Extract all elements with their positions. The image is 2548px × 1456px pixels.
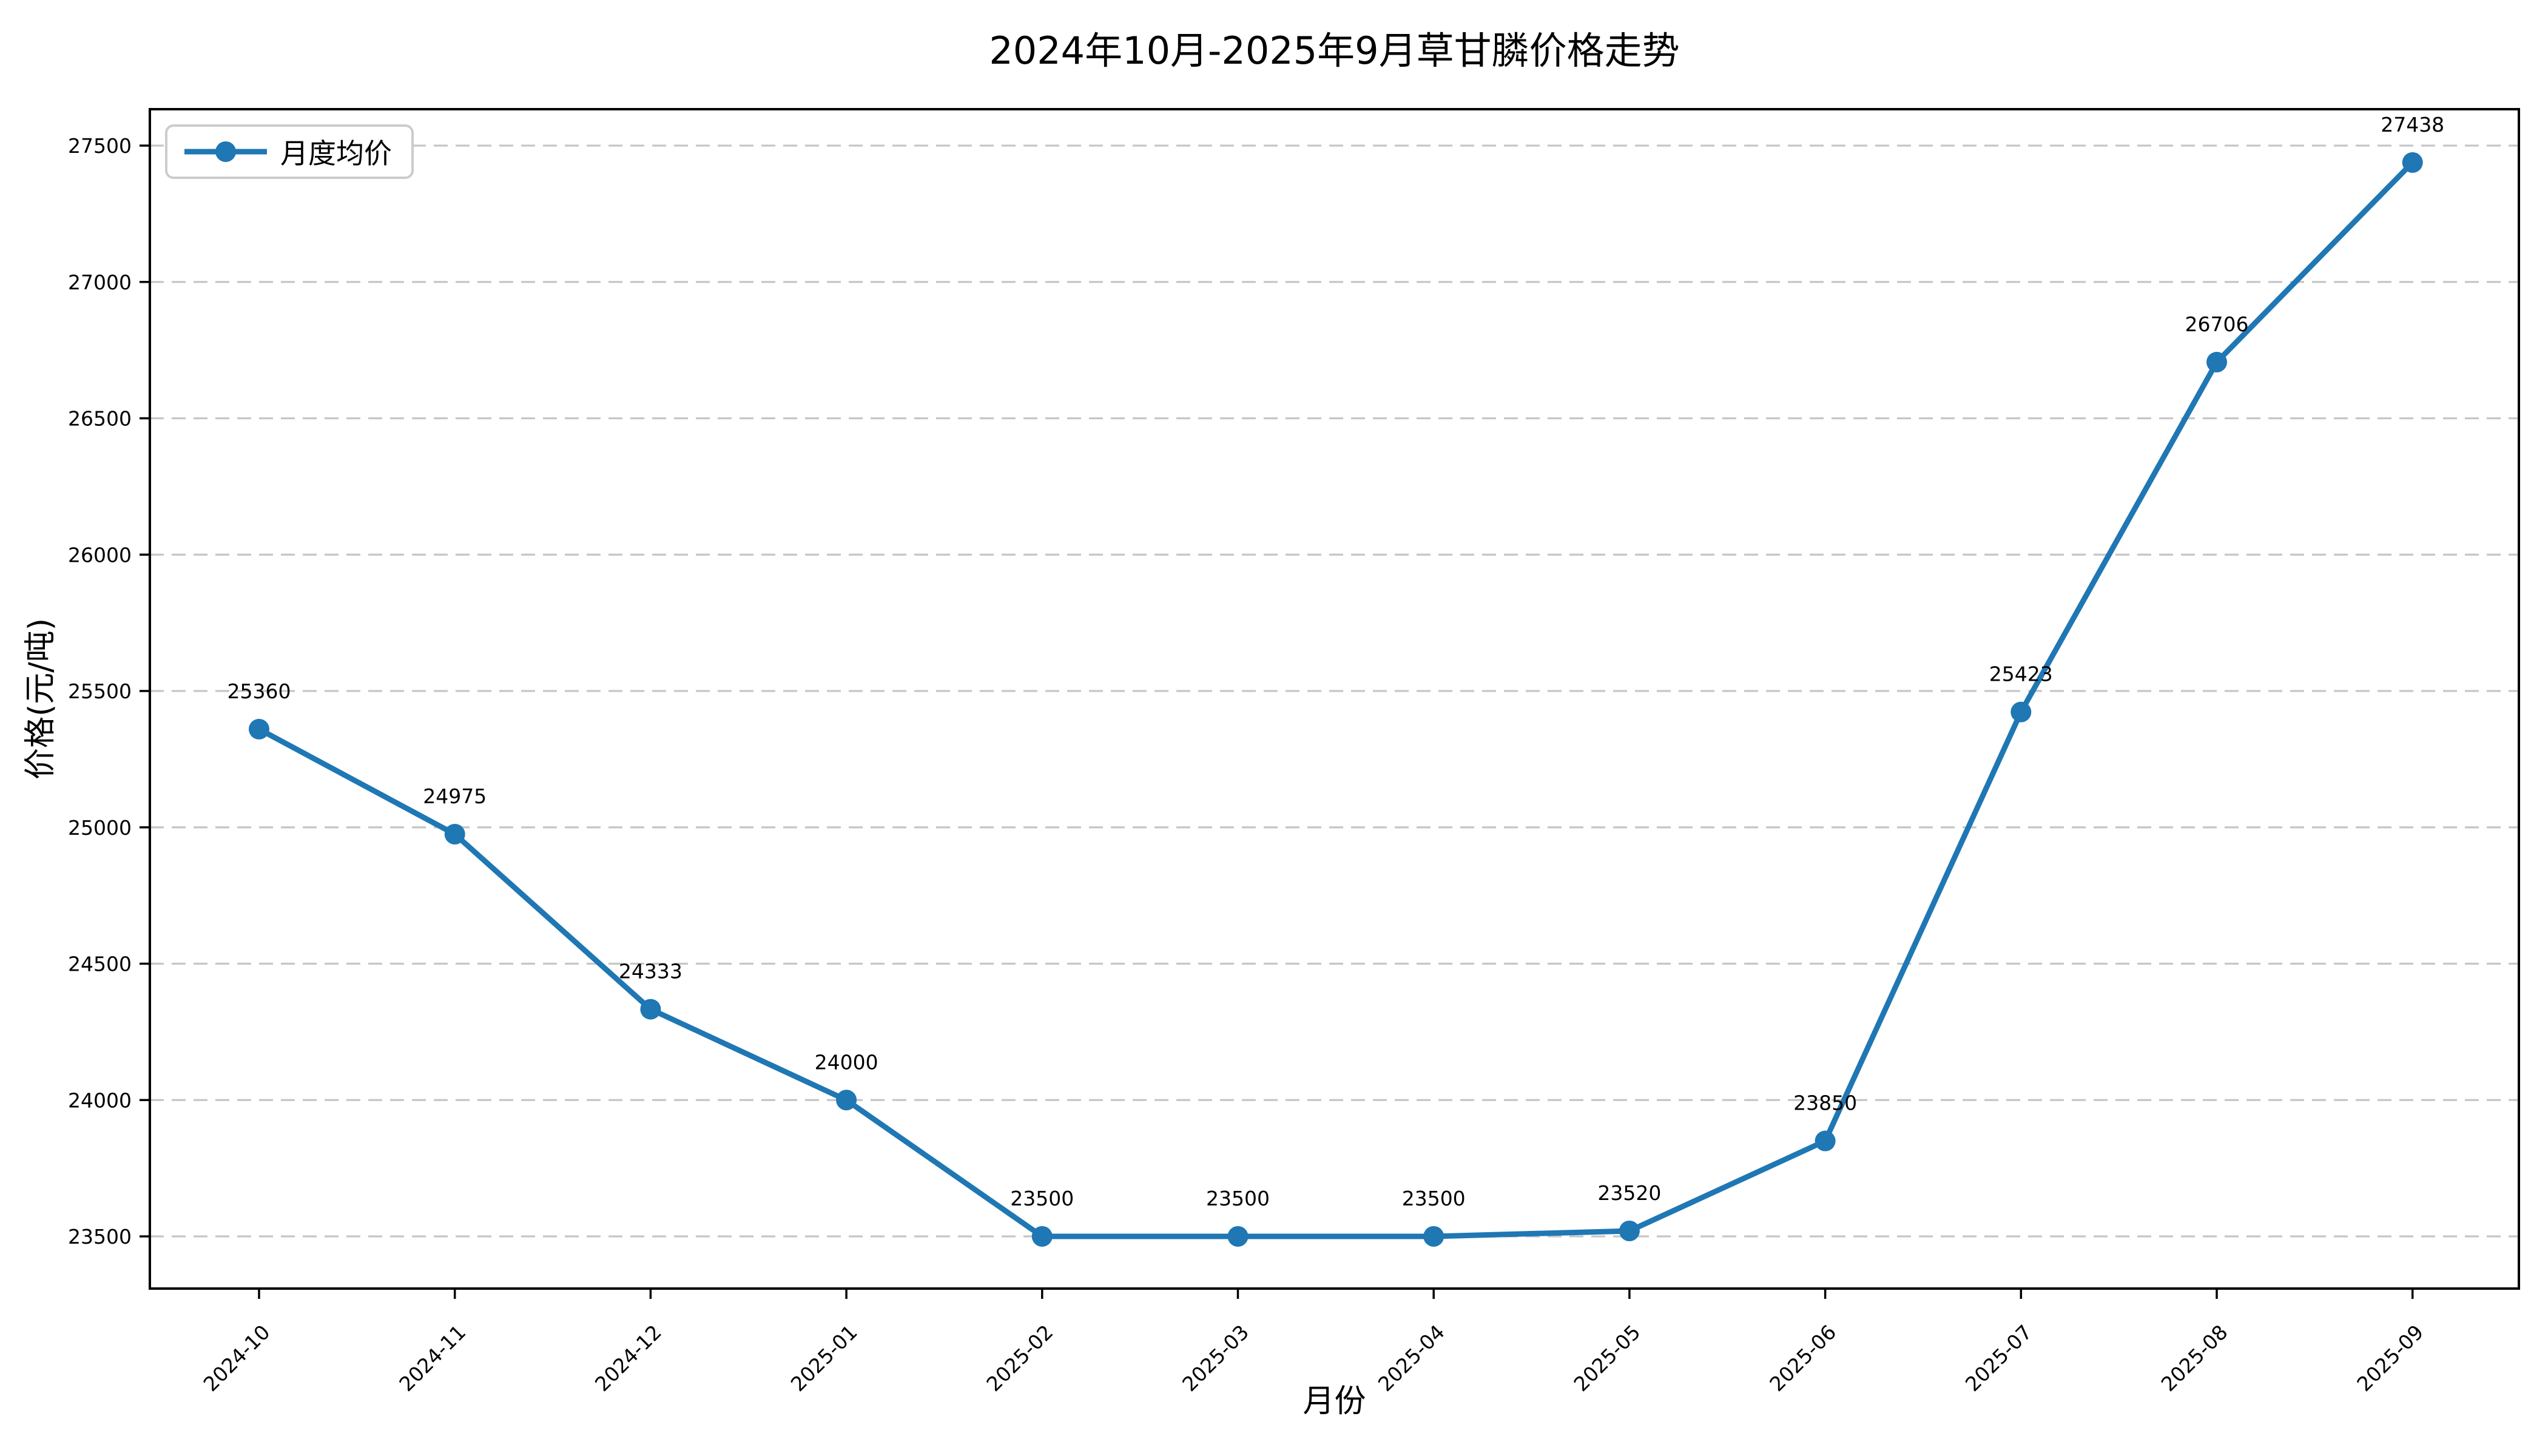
data-point (2206, 351, 2227, 372)
data-point-label: 24975 (423, 784, 487, 808)
data-point-label: 27438 (2381, 113, 2444, 136)
data-point-label: 25360 (228, 679, 291, 703)
data-point (2010, 701, 2032, 723)
price-line (256, 160, 2416, 1239)
data-point (1619, 1221, 1640, 1242)
y-tick-label: 26000 (68, 543, 132, 567)
y-tick-label: 26500 (68, 407, 132, 431)
data-point (836, 1090, 857, 1111)
data-point (2402, 152, 2423, 173)
y-tick-label: 25500 (68, 679, 132, 703)
legend-line-marker-icon (184, 141, 267, 162)
data-point-label: 23500 (1010, 1187, 1074, 1210)
y-tick-label: 23500 (68, 1225, 132, 1249)
data-point-label: 24333 (619, 960, 682, 983)
legend-label: 月度均价 (280, 137, 392, 170)
data-point (249, 718, 269, 740)
data-point (1423, 1226, 1444, 1247)
y-tick-label: 25000 (68, 816, 132, 840)
data-point (1227, 1226, 1249, 1247)
y-axis-title: 价格(元/吨) (22, 618, 59, 780)
data-point-label: 23520 (1597, 1181, 1661, 1205)
y-tick-label: 24000 (68, 1088, 132, 1112)
data-point-label: 25423 (1989, 662, 2053, 686)
data-point-label: 23500 (1402, 1187, 1466, 1210)
data-point-label: 24000 (815, 1050, 878, 1074)
data-point (1031, 1226, 1053, 1247)
legend: 月度均价 (165, 124, 414, 179)
y-tick-label: 24500 (68, 952, 132, 976)
axes-spines (149, 108, 2520, 1290)
data-point-label: 26706 (2185, 312, 2249, 336)
data-point (1815, 1130, 1836, 1151)
y-tick-label: 27500 (68, 134, 132, 158)
data-point (444, 823, 465, 844)
data-point (640, 999, 661, 1020)
legend-marker (215, 141, 236, 162)
y-tick-label: 27000 (68, 271, 132, 294)
data-point-label: 23500 (1206, 1187, 1270, 1210)
data-point-label: 23850 (1793, 1091, 1857, 1115)
chart-title: 2024年10月-2025年9月草甘膦价格走势 (989, 29, 1680, 73)
x-axis-title: 月份 (1303, 1383, 1366, 1420)
